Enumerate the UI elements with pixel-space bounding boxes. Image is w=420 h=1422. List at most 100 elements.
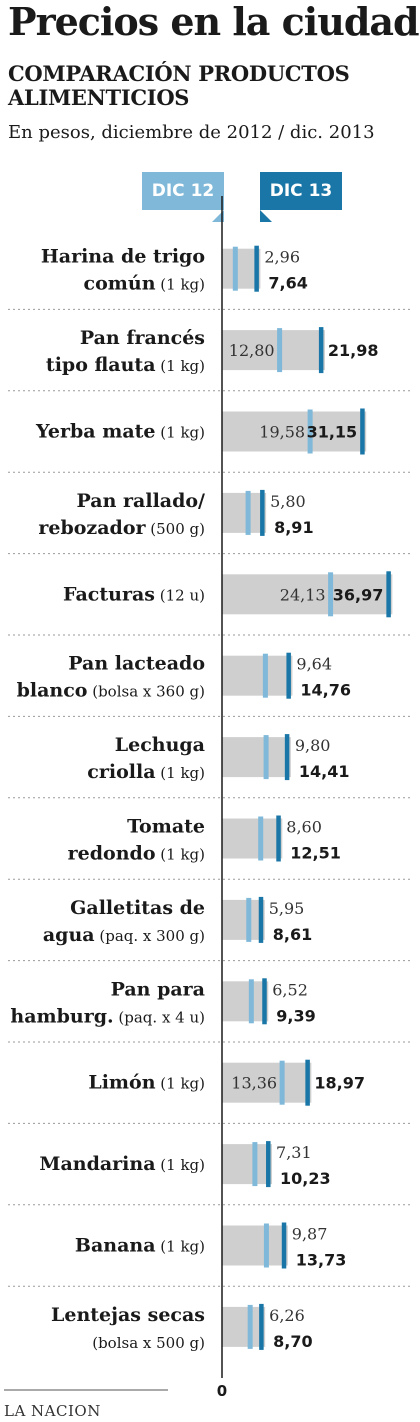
x-tick-label: 0 xyxy=(217,1382,227,1400)
marker-dic12 xyxy=(328,572,334,617)
label-dic12: 24,13 xyxy=(280,585,326,604)
category-label-line2: común (1 kg) xyxy=(84,273,205,295)
category-label-line2: criolla (1 kg) xyxy=(87,761,205,783)
category-label-qty: (12 u) xyxy=(155,586,205,604)
label-dic13: 10,23 xyxy=(280,1169,331,1188)
label-dic12: 19,58 xyxy=(259,423,305,442)
category-label-qty: (1 kg) xyxy=(156,424,205,442)
category-label-line1-name: Tomate xyxy=(127,816,205,838)
label-dic12: 13,36 xyxy=(231,1074,277,1093)
category-label: Limón (1 kg) xyxy=(88,1072,205,1094)
label-dic13: 8,70 xyxy=(273,1332,312,1351)
category-label-line1-name: Galletitas de xyxy=(70,897,205,919)
marker-dic13 xyxy=(318,327,324,374)
category-label-line2-name: blanco xyxy=(17,680,88,702)
category-label-line2-name: criolla xyxy=(87,761,155,783)
category-label-line1-name: Harina de trigo xyxy=(41,246,205,268)
price-bar xyxy=(222,1306,266,1347)
marker-dic12 xyxy=(232,246,238,291)
label-dic12: 2,96 xyxy=(264,248,300,267)
label-dic12: 7,31 xyxy=(276,1143,312,1162)
label-dic12: 6,52 xyxy=(272,980,308,999)
marker-dic12 xyxy=(258,816,264,861)
label-dic12: 9,80 xyxy=(295,736,331,755)
category-label-name: Yerba mate xyxy=(35,421,156,443)
marker-dic13 xyxy=(284,734,290,781)
marker-dic12 xyxy=(263,1223,269,1268)
category-label-line1: Lentejas secas xyxy=(51,1304,205,1326)
price-bar xyxy=(222,574,393,615)
category-label-name: Mandarina xyxy=(39,1153,155,1175)
page-title: Precios en la ciudad xyxy=(8,0,420,44)
label-dic13: 14,76 xyxy=(300,681,351,700)
label-dic13: 14,41 xyxy=(299,762,350,781)
label-dic13: 7,64 xyxy=(268,274,307,293)
category-label: Facturas (12 u) xyxy=(63,583,205,605)
category-label-line2-qty: (bolsa x 500 g) xyxy=(92,1334,205,1352)
category-label-line2: (bolsa x 500 g) xyxy=(92,1334,205,1352)
category-label-name: Facturas xyxy=(63,583,155,605)
category-label-line1: Lechuga xyxy=(115,734,205,756)
label-dic13: 31,15 xyxy=(307,423,358,442)
marker-dic12 xyxy=(263,735,269,780)
category-label-line2: hamburg. (paq. x 4 u) xyxy=(10,1005,205,1027)
category-label-line2-qty: (1 kg) xyxy=(156,357,205,375)
category-label-line2-name: hamburg. xyxy=(10,1005,113,1027)
marker-dic12 xyxy=(245,490,251,535)
category-label-line1: Tomate xyxy=(127,816,205,838)
category-label-line1-name: Pan lacteado xyxy=(68,653,205,675)
price-bar xyxy=(222,1062,312,1103)
category-label-qty: (1 kg) xyxy=(156,1238,205,1256)
category-label-line2-qty: (1 kg) xyxy=(156,276,205,294)
category-label-line2-qty: (bolsa x 360 g) xyxy=(87,683,205,701)
category-label-line2: blanco (bolsa x 360 g) xyxy=(17,680,205,702)
price-bar xyxy=(222,981,269,1022)
category-label-line2-name: agua xyxy=(43,924,95,946)
category-label: Yerba mate (1 kg) xyxy=(35,421,205,443)
label-dic13: 18,97 xyxy=(314,1074,365,1093)
category-label-line2: agua (paq. x 300 g) xyxy=(43,924,205,946)
marker-dic12 xyxy=(279,1060,285,1105)
price-bar xyxy=(222,655,293,696)
marker-dic13 xyxy=(266,1141,271,1188)
marker-dic13 xyxy=(254,245,259,292)
price-bar xyxy=(222,899,265,940)
marker-dic13 xyxy=(286,652,291,699)
marker-dic13 xyxy=(386,571,391,618)
marker-dic13 xyxy=(281,1222,287,1269)
label-dic13: 9,39 xyxy=(276,1006,315,1025)
chart-subtitle: COMPARACIÓN PRODUCTOS ALIMENTICIOS xyxy=(8,61,350,110)
label-dic13: 21,98 xyxy=(328,341,379,360)
marker-dic12 xyxy=(307,409,313,454)
label-dic12: 6,26 xyxy=(269,1306,305,1325)
price-bar xyxy=(222,330,325,371)
category-label-line1-name: Pan para xyxy=(111,978,205,1000)
label-dic12: 9,64 xyxy=(296,655,332,674)
category-label-name: Limón xyxy=(88,1072,155,1094)
source-credit: LA NACION xyxy=(4,1402,101,1420)
marker-dic12 xyxy=(246,897,252,942)
label-dic12: 8,60 xyxy=(286,818,322,837)
category-label-line2-name: redondo xyxy=(68,843,156,865)
marker-dic13 xyxy=(262,978,267,1025)
category-label-line1-name: Pan francés xyxy=(80,327,205,349)
category-label-line2-name: tipo flauta xyxy=(46,354,156,376)
legend-dic12-label: DIC 12 xyxy=(151,181,215,201)
price-bar xyxy=(222,411,367,452)
category-label-line2-qty: (500 g) xyxy=(146,520,205,538)
marker-dic12 xyxy=(277,328,283,373)
price-bar xyxy=(222,492,267,533)
category-label-line1: Harina de trigo xyxy=(41,246,205,268)
category-label-line2-name: rebozador xyxy=(38,517,146,539)
label-dic13: 8,91 xyxy=(274,518,313,537)
marker-dic13 xyxy=(259,1303,264,1350)
category-label-line2-qty: (1 kg) xyxy=(156,846,205,864)
category-label-line1: Pan lacteado xyxy=(68,653,205,675)
marker-dic13 xyxy=(305,1059,310,1106)
category-label-line1-name: Lechuga xyxy=(115,734,205,756)
category-label-qty: (1 kg) xyxy=(156,1075,205,1093)
legend-dic13-label: DIC 13 xyxy=(269,181,333,201)
label-dic12: 9,87 xyxy=(292,1225,328,1244)
category-label-line2: rebozador (500 g) xyxy=(38,517,205,539)
label-dic13: 13,73 xyxy=(296,1251,347,1270)
